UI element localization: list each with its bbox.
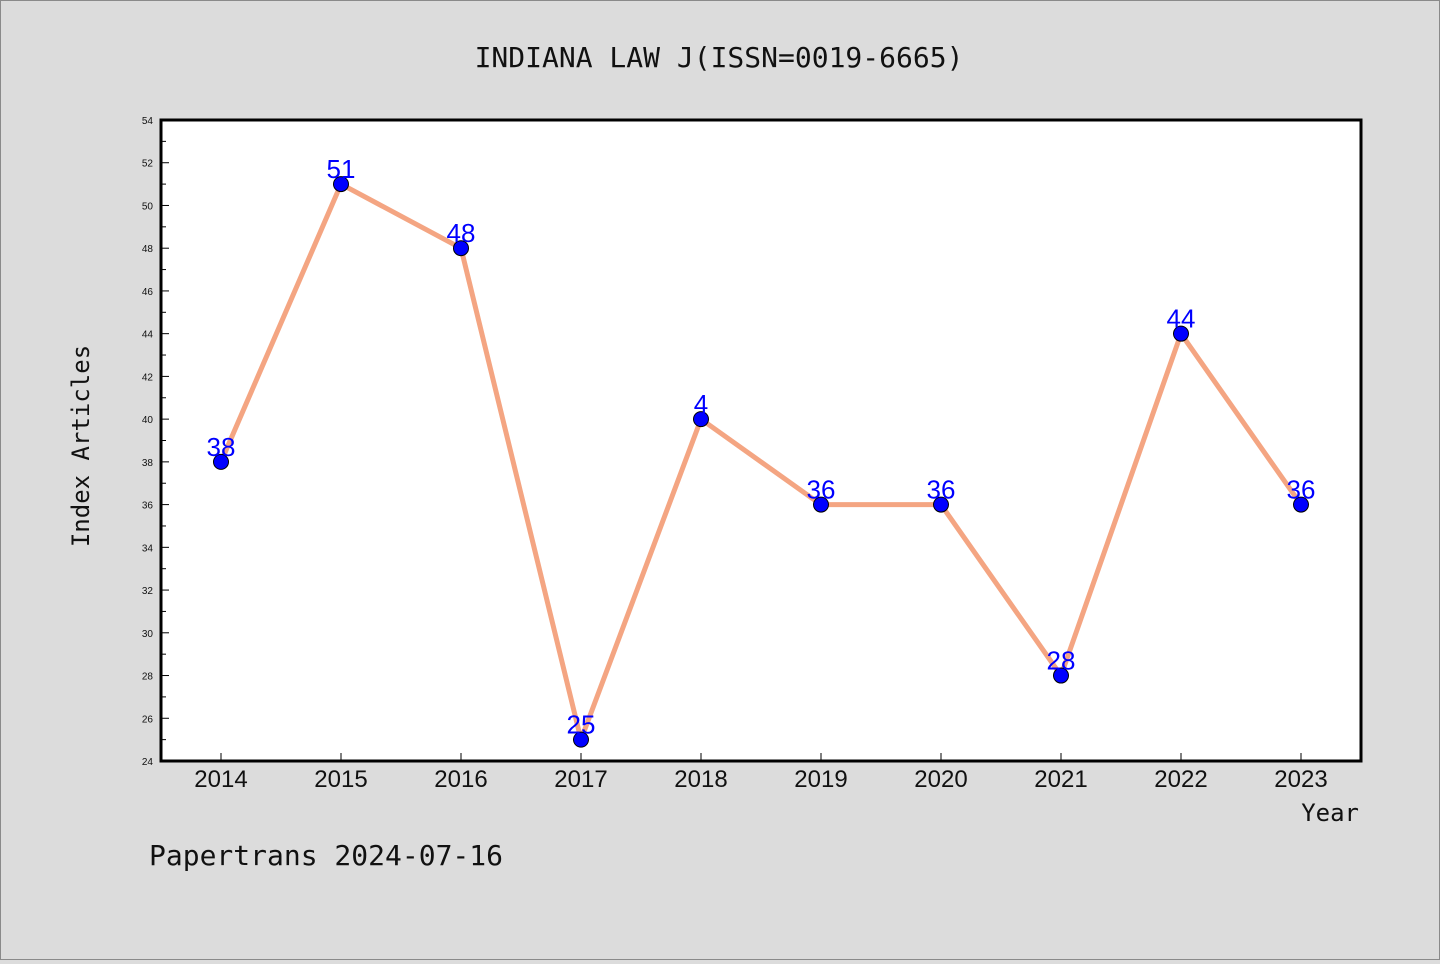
data-label: 48 — [447, 218, 476, 248]
data-point-marker — [933, 496, 949, 513]
x-tick-label: 2016 — [434, 766, 487, 793]
data-label: 4 — [694, 389, 708, 419]
x-tick-label: 2021 — [1034, 766, 1087, 793]
y-tick-label: 54 — [142, 116, 154, 127]
x-tick-label: 2014 — [194, 766, 247, 793]
x-tick-label: 2018 — [674, 766, 727, 793]
x-axis-title: Year — [1301, 799, 1359, 827]
data-point-marker — [813, 496, 829, 513]
y-tick-label: 28 — [142, 672, 154, 683]
data-label: 38 — [207, 432, 236, 462]
y-tick-label: 32 — [142, 586, 154, 597]
y-tick-label: 38 — [142, 458, 154, 469]
data-point-marker — [1293, 496, 1309, 513]
y-tick-label: 44 — [142, 330, 154, 341]
data-label: 25 — [567, 710, 596, 740]
data-point-marker — [453, 240, 469, 257]
data-point-marker — [1053, 667, 1069, 684]
footer-text: Papertrans 2024-07-16 — [149, 839, 503, 872]
x-axis: 2014 2015 2016 2017 2018 2019 2020 2021 2022 2023 — [194, 753, 1328, 793]
y-tick-label: 34 — [142, 543, 154, 554]
x-tick-label: 2020 — [914, 766, 967, 793]
x-tick-label: 2019 — [794, 766, 847, 793]
y-axis: 24 26 28 30 32 34 36 38 40 42 44 46 48 50 52 54 — [142, 116, 169, 768]
data-point-marker — [1173, 325, 1189, 342]
plot-area — [159, 118, 1363, 763]
y-tick-label: 50 — [142, 201, 154, 212]
x-tick-label: 2015 — [314, 766, 367, 793]
y-tick-label: 40 — [142, 415, 154, 426]
data-labels: 38 51 48 25 4 36 36 28 44 36 — [207, 154, 1316, 740]
chart-title: INDIANA LAW J(ISSN=0019-6665) — [475, 41, 964, 74]
x-tick-label: 2022 — [1154, 766, 1207, 793]
y-tick-label: 46 — [142, 287, 154, 298]
series-polyline — [218, 181, 1304, 743]
data-point-marker — [333, 176, 349, 193]
y-tick-label: 48 — [142, 244, 154, 255]
data-label: 36 — [1287, 475, 1316, 505]
y-tick-label: 30 — [142, 629, 154, 640]
y-tick-label: 26 — [142, 714, 154, 725]
y-tick-label: 36 — [142, 501, 154, 512]
data-label: 36 — [807, 475, 836, 505]
data-label: 28 — [1047, 646, 1076, 676]
data-point-marker — [213, 453, 229, 470]
y-tick-label: 24 — [142, 757, 154, 768]
data-label: 36 — [927, 475, 956, 505]
y-tick-label: 52 — [142, 159, 154, 170]
data-point-marker — [693, 411, 709, 428]
data-label: 51 — [327, 154, 356, 184]
y-tick-label: 42 — [142, 372, 154, 383]
data-point-marker — [573, 731, 589, 748]
x-tick-label: 2023 — [1274, 766, 1327, 793]
y-axis-title: Index Articles — [67, 345, 95, 547]
data-label: 44 — [1167, 304, 1196, 334]
x-tick-label: 2017 — [554, 766, 607, 793]
series-line — [213, 176, 1309, 748]
